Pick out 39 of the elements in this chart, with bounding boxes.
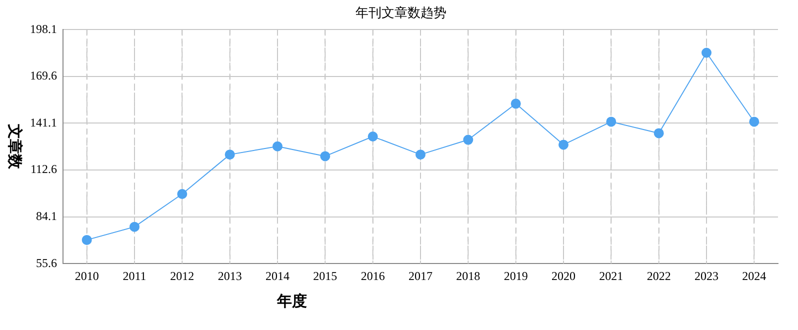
x-tick-label: 2021 — [599, 268, 624, 283]
x-tick-label: 2012 — [170, 268, 194, 283]
point — [368, 132, 378, 142]
y-tick-label: 198.1 — [30, 22, 57, 36]
y-axis-title: 文章数 — [6, 123, 24, 170]
y-tick-label: 169.6 — [30, 68, 57, 83]
point — [463, 134, 474, 145]
x-tick-label: 2019 — [504, 268, 528, 283]
point — [749, 116, 760, 127]
point — [82, 234, 92, 245]
y-tick-label: 84.1 — [36, 208, 57, 223]
y-tick-label: 112.6 — [30, 162, 57, 176]
x-tick-label: 2013 — [218, 268, 242, 283]
x-axis-title: 年度 — [276, 292, 307, 310]
point — [654, 128, 664, 138]
point — [177, 188, 188, 199]
point — [224, 150, 235, 160]
point — [272, 141, 282, 152]
x-tick-label: 2017 — [408, 268, 432, 283]
x-tick-label: 2014 — [266, 268, 290, 283]
x-tick-label: 2015 — [313, 268, 338, 283]
point — [510, 98, 521, 109]
x-tick-label: 2024 — [742, 268, 766, 283]
point — [130, 222, 140, 232]
point — [606, 116, 616, 127]
point — [320, 151, 330, 162]
x-tick-label: 2018 — [456, 268, 480, 283]
x-tick-label: 2011 — [122, 268, 146, 283]
x-tick-label: 2023 — [694, 268, 718, 283]
point — [702, 48, 712, 58]
x-tick-label: 2016 — [360, 268, 385, 283]
point — [558, 140, 568, 150]
x-tick-label: 2010 — [74, 268, 99, 283]
x-tick-label: 2020 — [552, 268, 576, 283]
y-tick-label: 141.1 — [30, 115, 57, 130]
x-tick-label: 2022 — [646, 268, 671, 283]
point — [416, 150, 426, 160]
chart-title: 年刊文章数趋势 — [356, 5, 446, 20]
y-tick-label: 55.6 — [36, 256, 57, 270]
